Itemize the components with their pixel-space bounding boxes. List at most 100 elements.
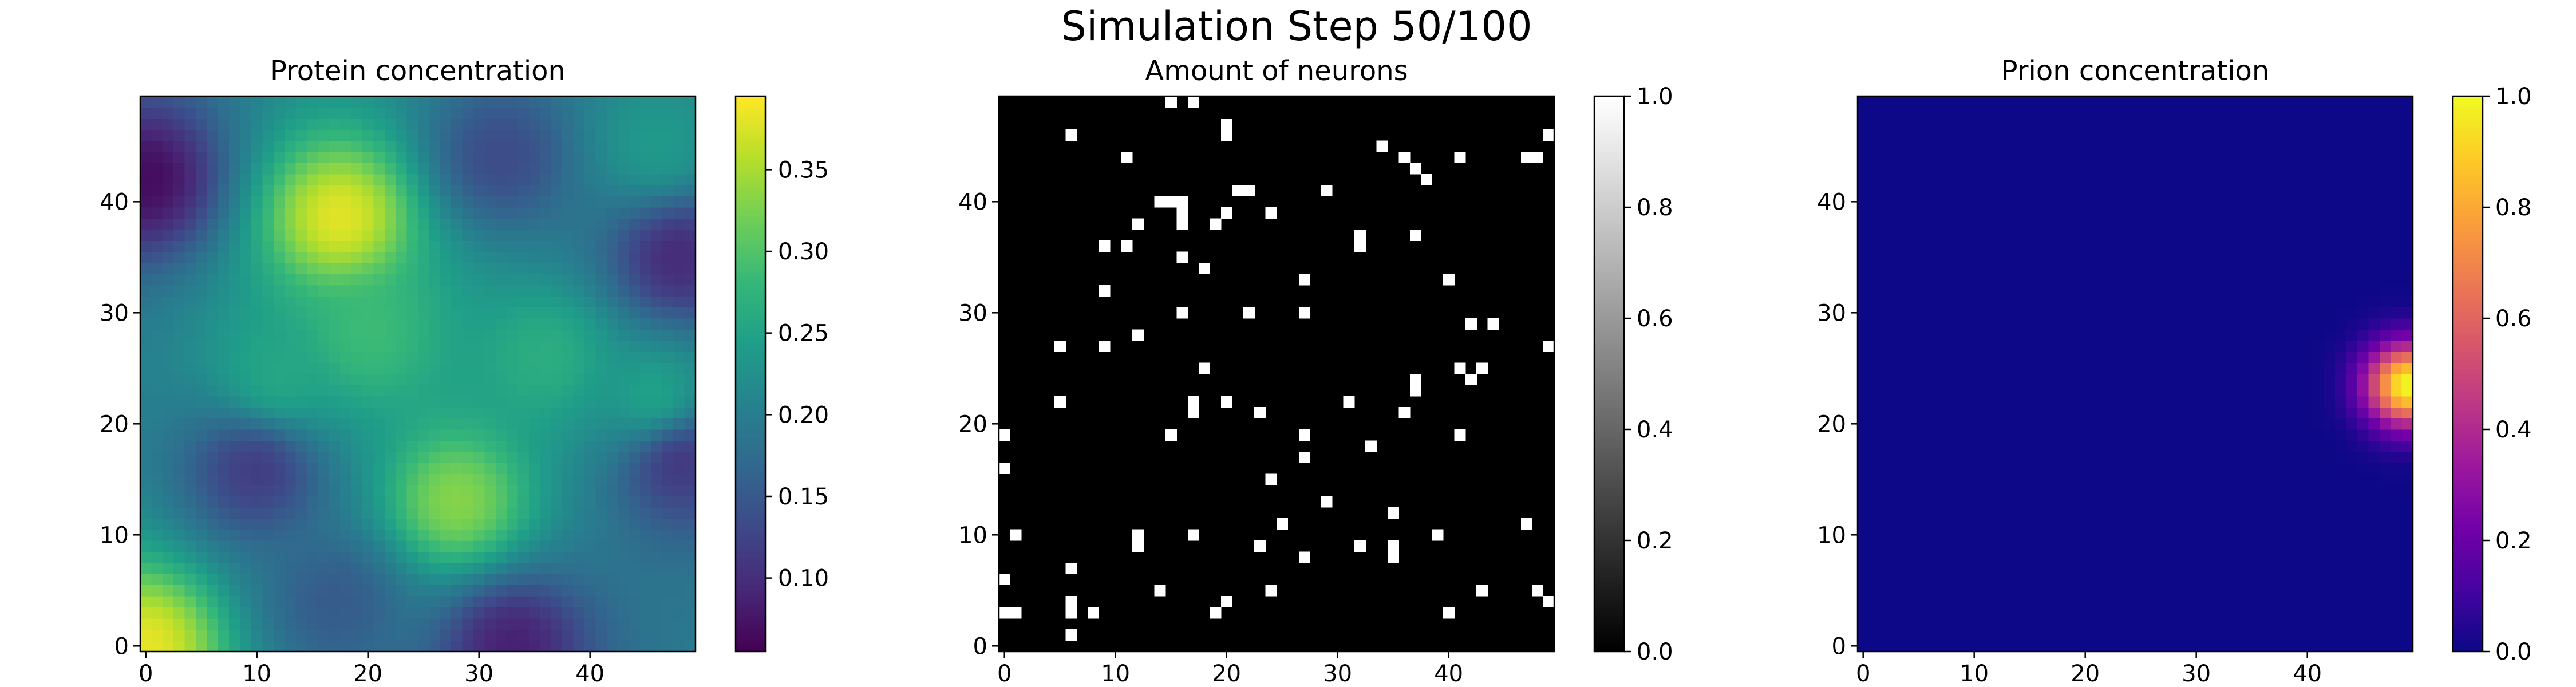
heatmap-cell	[2135, 596, 2147, 607]
heatmap-cell	[618, 451, 630, 463]
heatmap-cell	[2202, 485, 2214, 496]
heatmap-cell	[584, 385, 596, 397]
colorbar-step	[736, 321, 765, 325]
heatmap-cell	[140, 607, 152, 619]
heatmap-cell	[451, 240, 463, 252]
heatmap-cell	[251, 329, 263, 341]
heatmap-cell	[573, 551, 585, 563]
heatmap-cell	[484, 640, 496, 652]
heatmap-cell	[2246, 374, 2258, 385]
colorbar-step	[736, 535, 765, 538]
heatmap-cell	[1868, 274, 1880, 286]
neuron-cell	[1265, 473, 1277, 485]
heatmap-cell	[2368, 251, 2380, 263]
heatmap-cell	[2002, 551, 2014, 563]
heatmap-cell	[2357, 518, 2369, 530]
heatmap-cell	[451, 96, 463, 108]
heatmap-cell	[2057, 585, 2069, 597]
heatmap-cell	[406, 118, 418, 130]
heatmap-cell	[2313, 429, 2325, 441]
heatmap-cell	[618, 429, 630, 441]
heatmap-cell	[1935, 529, 1947, 541]
heatmap-cell	[673, 340, 685, 352]
heatmap-cell	[684, 551, 696, 563]
heatmap-cell	[406, 451, 418, 463]
heatmap-cell	[2279, 473, 2291, 485]
heatmap-cell	[140, 140, 152, 152]
heatmap-cell	[2279, 518, 2291, 530]
heatmap-cell	[1902, 529, 1914, 541]
heatmap-cell	[1913, 296, 1925, 308]
heatmap-cell	[584, 96, 596, 108]
heatmap-cell	[396, 640, 408, 652]
heatmap-cell	[229, 340, 241, 352]
heatmap-cell	[2202, 318, 2214, 330]
heatmap-cell	[2146, 251, 2158, 263]
heatmap-cell	[396, 496, 408, 508]
heatmap-cell	[329, 340, 341, 352]
heatmap-cell	[1957, 296, 1969, 308]
heatmap-cell	[629, 185, 641, 197]
heatmap-cell	[2057, 618, 2069, 630]
heatmap-cell	[462, 318, 474, 330]
heatmap-cell	[529, 407, 540, 419]
heatmap-cell	[262, 473, 274, 485]
heatmap-cell	[484, 418, 496, 430]
heatmap-cell	[340, 129, 352, 141]
heatmap-cell	[285, 418, 297, 430]
heatmap-cell	[507, 163, 519, 175]
heatmap-cell	[173, 129, 185, 141]
heatmap-cell	[373, 185, 385, 197]
colorbar-step	[1594, 621, 1624, 625]
heatmap-cell	[406, 251, 418, 263]
heatmap-cell	[507, 640, 519, 652]
heatmap-cell	[418, 496, 429, 508]
heatmap-cell	[2024, 629, 2036, 641]
heatmap-cell	[507, 529, 519, 541]
heatmap-cell	[418, 374, 429, 385]
heatmap-cell	[2091, 574, 2103, 586]
heatmap-cell	[2046, 473, 2058, 485]
heatmap-cell	[307, 274, 318, 286]
heatmap-cell	[1868, 407, 1880, 419]
heatmap-cell	[240, 196, 252, 208]
heatmap-cell	[251, 340, 263, 352]
colorbar-step	[1594, 418, 1624, 422]
heatmap-cell	[440, 618, 452, 630]
heatmap-cell	[629, 463, 641, 475]
heatmap-cell	[240, 374, 252, 385]
heatmap-cell	[2268, 507, 2280, 519]
heatmap-cell	[507, 507, 519, 519]
heatmap-cell	[307, 263, 318, 274]
heatmap-cell	[2224, 540, 2236, 552]
heatmap-cell	[262, 507, 274, 519]
heatmap-cell	[2135, 240, 2147, 252]
heatmap-cell	[2268, 318, 2280, 330]
heatmap-cell	[1969, 385, 1980, 397]
heatmap-cell	[484, 473, 496, 485]
heatmap-cell	[1868, 318, 1880, 330]
heatmap-cell	[517, 429, 530, 441]
heatmap-cell	[595, 618, 607, 630]
heatmap-cell	[307, 640, 318, 652]
heatmap-cell	[173, 140, 185, 152]
heatmap-cell	[262, 362, 274, 374]
heatmap-cell	[584, 340, 596, 352]
heatmap-cell	[2246, 640, 2258, 652]
heatmap-cell	[551, 263, 563, 274]
heatmap-cell	[273, 118, 285, 130]
heatmap-cell	[2346, 562, 2358, 574]
heatmap-cell	[606, 207, 618, 219]
colorbar-step	[1594, 235, 1624, 239]
heatmap-cell	[2401, 529, 2413, 541]
heatmap-cell	[251, 107, 263, 119]
colorbar-step	[1594, 502, 1624, 505]
heatmap-cell	[1969, 307, 1980, 319]
heatmap-cell	[418, 596, 429, 607]
heatmap-cell	[495, 229, 507, 241]
heatmap-cell	[251, 607, 263, 619]
heatmap-cell	[2368, 562, 2380, 574]
heatmap-cell	[184, 540, 196, 552]
heatmap-cell	[2346, 396, 2358, 408]
heatmap-cell	[329, 407, 341, 419]
